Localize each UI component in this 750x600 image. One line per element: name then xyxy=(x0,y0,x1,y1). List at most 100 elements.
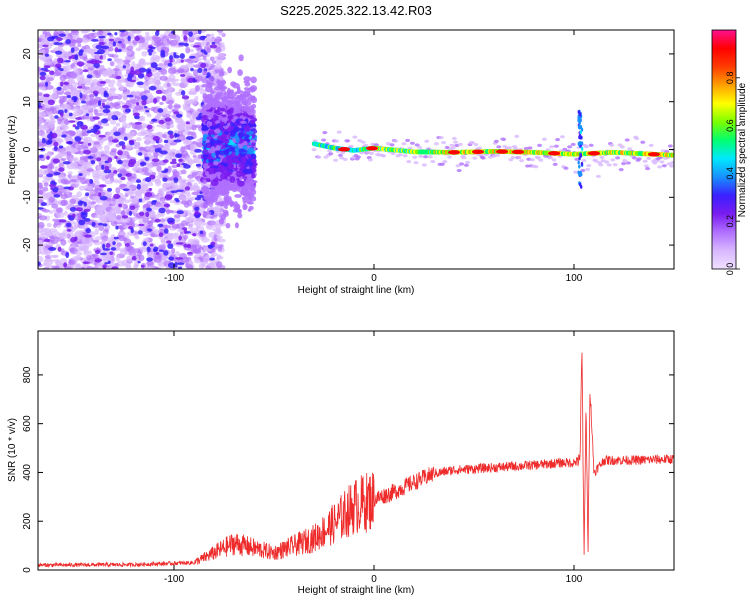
heatmap-cell xyxy=(159,218,166,223)
heatmap-cell xyxy=(138,220,144,225)
heatmap-cell xyxy=(126,45,134,51)
heatmap-cell xyxy=(381,154,387,158)
heatmap-cell xyxy=(46,111,53,115)
heatmap-cell xyxy=(74,125,80,130)
heatmap-cell xyxy=(176,262,185,266)
heatmap-cell xyxy=(94,69,101,76)
heatmap-cell xyxy=(56,86,62,91)
heatmap-cell xyxy=(135,47,141,52)
heatmap-cell xyxy=(164,117,172,122)
heatmap-cell xyxy=(146,257,153,262)
heatmap-cell xyxy=(457,142,463,146)
heatmap-cell xyxy=(187,131,197,136)
heatmap-cell xyxy=(213,114,218,119)
heatmap-cell xyxy=(168,73,176,81)
heatmap-cell xyxy=(163,143,171,151)
heatmap-cell xyxy=(64,59,71,63)
heatmap-cell xyxy=(74,54,79,61)
heatmap-cell xyxy=(113,131,121,137)
heatmap-cell xyxy=(134,121,143,125)
heatmap-cell xyxy=(45,77,54,82)
heatmap-cell xyxy=(450,146,456,150)
heatmap-cell xyxy=(206,36,211,43)
heatmap-cell xyxy=(610,158,616,162)
heatmap-cell xyxy=(89,254,97,260)
heatmap-cell xyxy=(74,230,84,238)
heatmap-cell xyxy=(250,76,257,84)
heatmap-cell xyxy=(183,35,188,41)
heatmap-cell xyxy=(79,156,87,160)
heatmap-cell xyxy=(197,171,203,176)
heatmap-cell xyxy=(173,139,182,143)
heatmap-cell xyxy=(595,174,601,179)
heatmap-cell xyxy=(202,257,208,264)
heatmap-cell xyxy=(95,44,103,50)
heatmap-cell xyxy=(146,207,152,212)
heatmap-cell xyxy=(183,145,192,150)
heatmap-cell xyxy=(643,164,649,168)
heatmap-cell xyxy=(333,158,339,162)
heatmap-cell xyxy=(180,169,187,175)
heatmap-cell xyxy=(70,47,75,53)
heatmap-cell xyxy=(48,121,55,129)
heatmap-cell xyxy=(40,49,46,55)
heatmap-cell xyxy=(93,179,100,183)
heatmap-cell xyxy=(90,147,98,154)
heatmap-cell xyxy=(238,94,246,99)
heatmap-cell xyxy=(103,90,108,96)
heatmap-cell xyxy=(203,51,208,55)
heatmap-cell xyxy=(247,147,253,153)
heatmap-cell xyxy=(206,72,211,77)
heatmap-cell xyxy=(113,178,119,184)
heatmap-cell xyxy=(508,158,514,162)
heatmap-cell xyxy=(122,95,127,101)
heatmap-cell xyxy=(180,90,186,96)
heatmap-cell xyxy=(122,188,130,192)
heatmap-cell xyxy=(121,222,130,226)
heatmap-cell xyxy=(145,110,150,113)
heatmap-cell xyxy=(167,62,173,67)
heatmap-cell xyxy=(86,74,93,79)
heatmap-cell xyxy=(131,173,137,179)
heatmap-cell xyxy=(149,121,155,125)
heatmap-cell xyxy=(63,186,71,190)
heatmap-cell xyxy=(207,220,216,226)
heatmap-cell xyxy=(155,144,164,149)
heatmap-cell xyxy=(180,59,184,63)
heatmap-cell xyxy=(38,221,45,229)
heatmap-cell xyxy=(131,209,138,214)
heatmap-cell xyxy=(248,185,253,189)
heatmap-cell xyxy=(195,163,202,167)
heatmap-cell xyxy=(229,96,238,101)
heatmap-cell xyxy=(127,75,133,82)
heatmap-cell xyxy=(75,207,83,212)
heatmap-cell xyxy=(118,203,123,208)
heatmap-cell xyxy=(618,167,624,172)
heatmap-cell xyxy=(56,138,64,144)
heatmap-cell xyxy=(152,162,160,167)
heatmap-cell xyxy=(157,147,162,153)
heatmap-cell xyxy=(218,71,225,77)
heatmap-cell xyxy=(201,115,208,119)
heatmap-cell xyxy=(57,118,62,125)
heatmap-cell xyxy=(529,158,535,162)
heatmap-cell xyxy=(535,156,541,160)
heatmap-cell xyxy=(205,42,210,46)
heatmap-cell xyxy=(98,134,107,138)
heatmap-cell xyxy=(101,164,105,170)
heatmap-cell xyxy=(188,221,194,228)
heatmap-cell xyxy=(245,177,252,185)
heatmap-cell xyxy=(99,252,107,256)
heatmap-cell xyxy=(226,109,234,115)
heatmap-cell xyxy=(205,33,211,37)
heatmap-cell xyxy=(43,168,49,176)
heatmap-cell xyxy=(357,139,363,143)
heatmap-cell xyxy=(45,163,55,170)
heatmap-cell xyxy=(76,121,84,127)
heatmap-cell xyxy=(477,146,483,150)
heatmap-cell xyxy=(220,42,225,48)
heatmap-cell xyxy=(136,101,140,106)
heatmap-cell xyxy=(110,95,119,100)
heatmap-cell xyxy=(135,179,142,184)
heatmap-cell xyxy=(82,261,90,265)
